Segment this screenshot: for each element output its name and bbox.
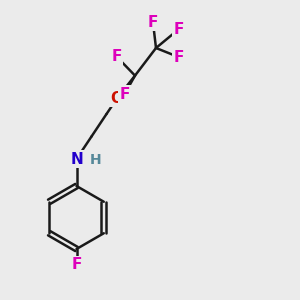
Text: F: F xyxy=(71,257,82,272)
Text: H: H xyxy=(90,154,102,167)
Text: F: F xyxy=(173,22,184,37)
Text: F: F xyxy=(148,15,158,30)
Text: F: F xyxy=(173,50,184,64)
Text: F: F xyxy=(112,50,122,64)
Text: O: O xyxy=(110,91,124,106)
Text: F: F xyxy=(119,87,130,102)
Text: N: N xyxy=(70,152,83,166)
